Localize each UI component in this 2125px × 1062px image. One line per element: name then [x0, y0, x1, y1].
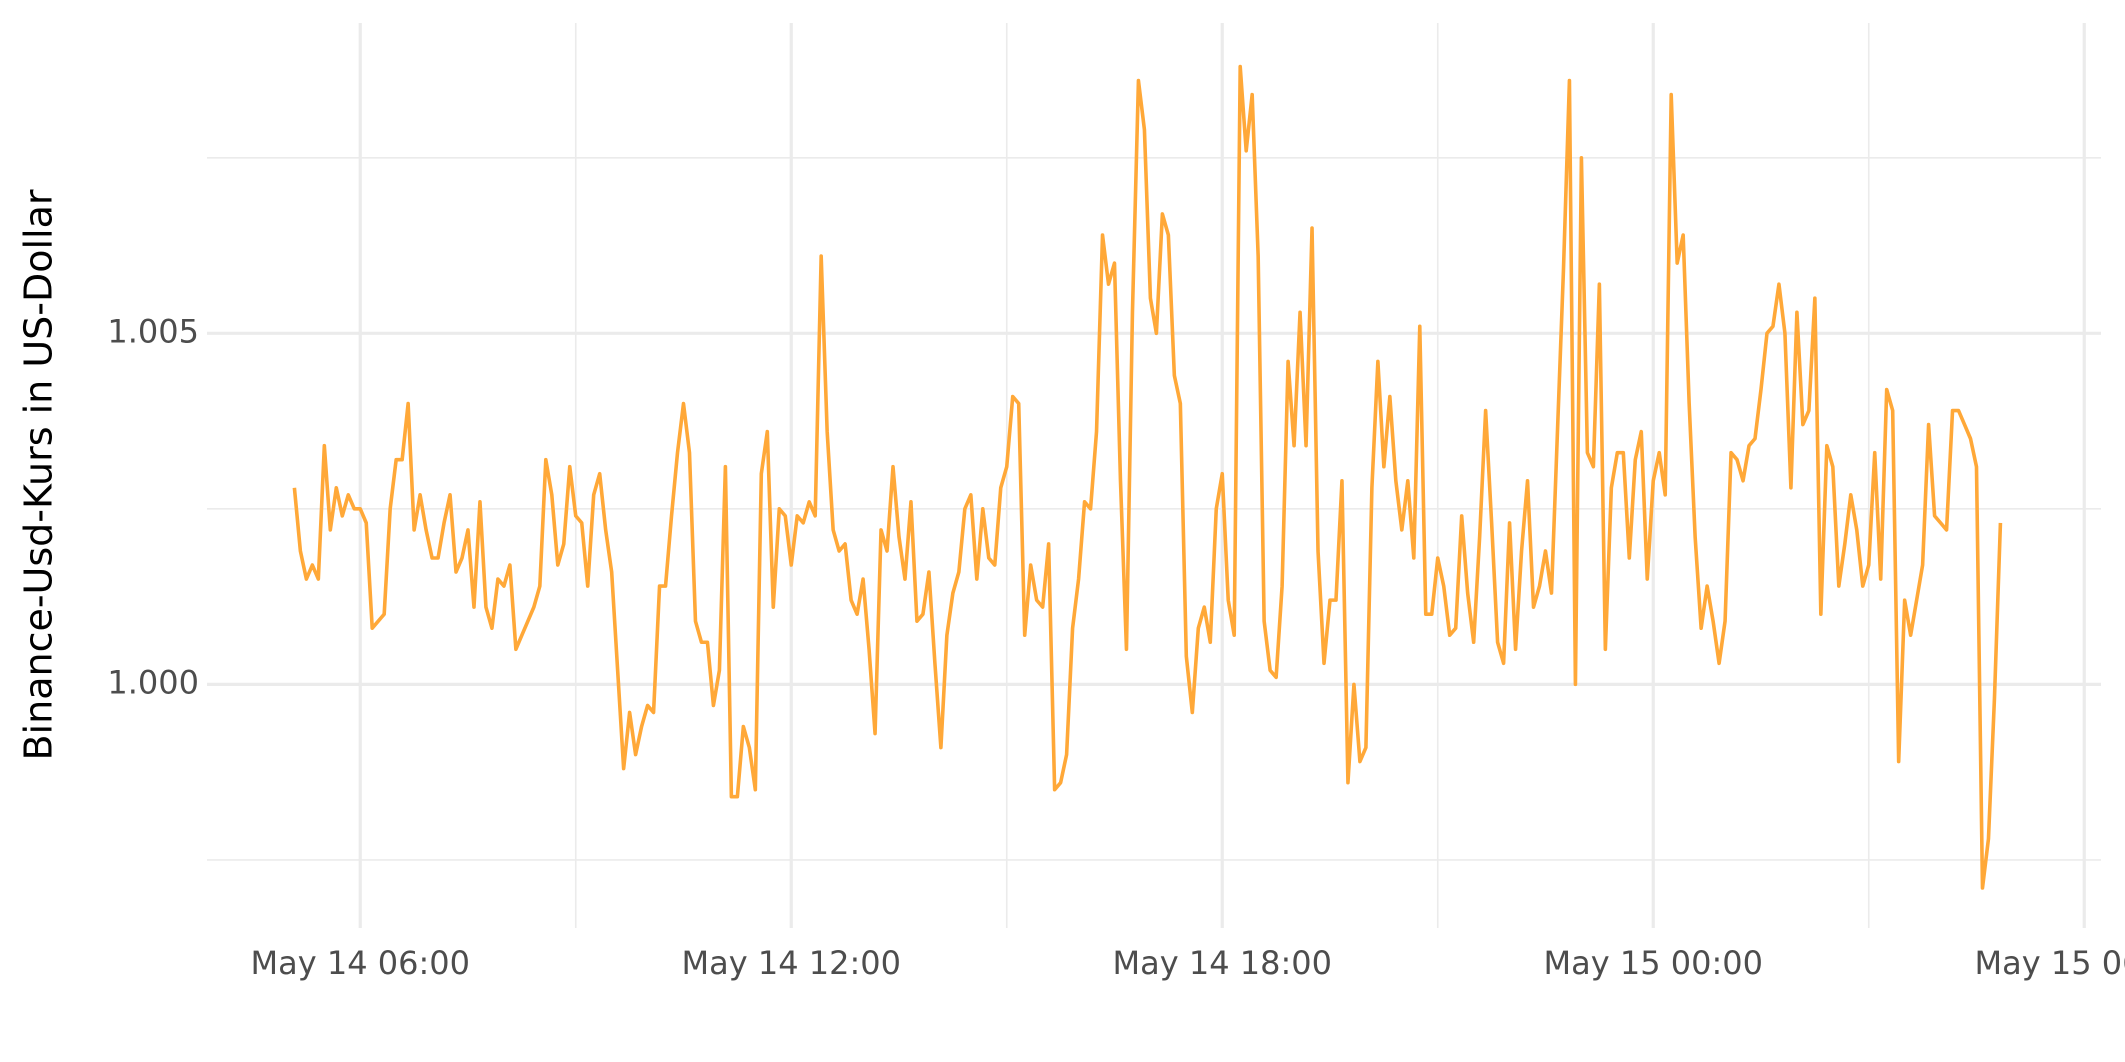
x-tick-label: May 14 12:00	[682, 944, 901, 982]
marks	[292, 64, 2003, 890]
x-tick-label: May 14 06:00	[251, 944, 470, 982]
y-tick-label: 1.005	[107, 312, 199, 350]
x-tick-label: May 15 00:00	[1544, 944, 1763, 982]
y-tick-label: 1.000	[107, 663, 199, 701]
y-axis-title: Binance-Usd-Kurs in US-Dollar	[17, 189, 61, 760]
x-tick-label: May 14 18:00	[1113, 944, 1332, 982]
labels: 1.000 1.005 May 14 06:00 May 14 12:00 May 14…	[107, 312, 2125, 982]
price-line	[292, 64, 2003, 890]
x-tick-label: May 15 06:00	[1975, 944, 2125, 982]
